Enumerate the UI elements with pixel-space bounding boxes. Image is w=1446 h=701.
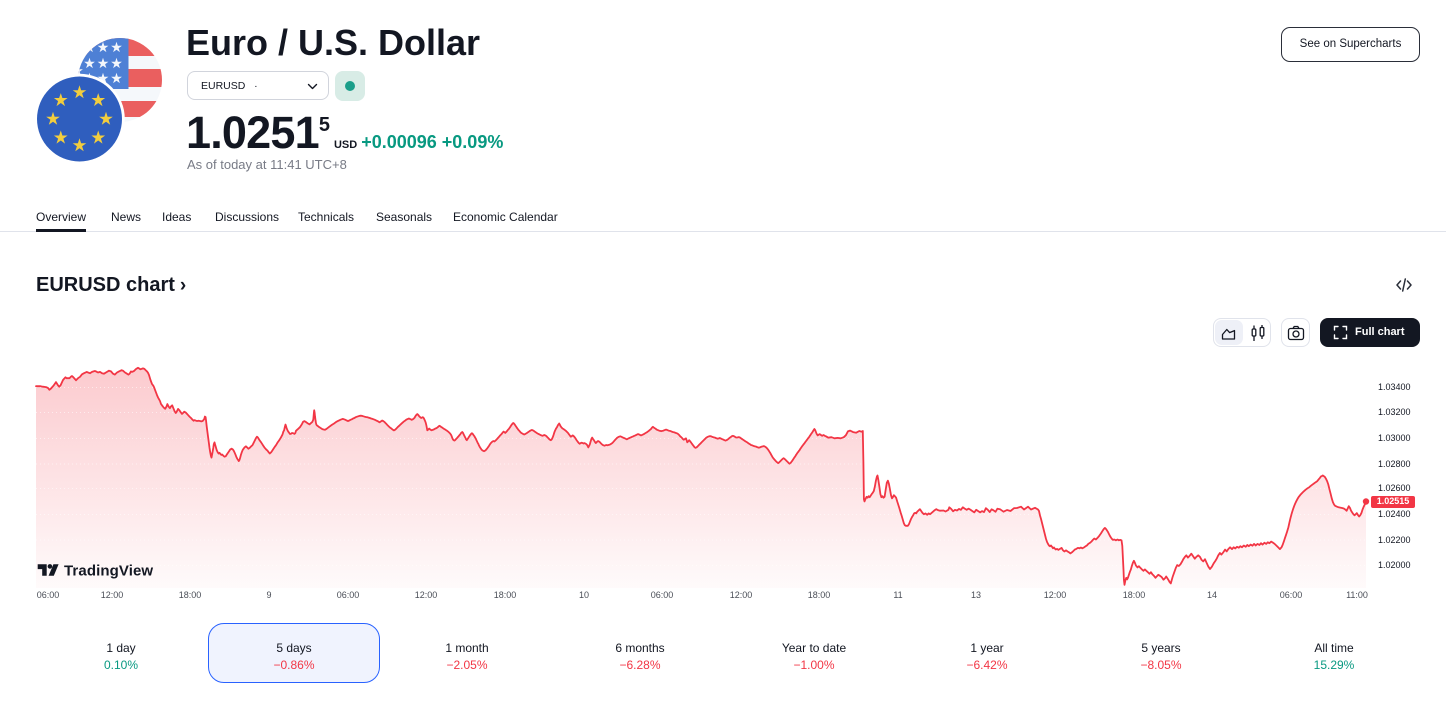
svg-text:TradingView: TradingView	[64, 563, 153, 579]
